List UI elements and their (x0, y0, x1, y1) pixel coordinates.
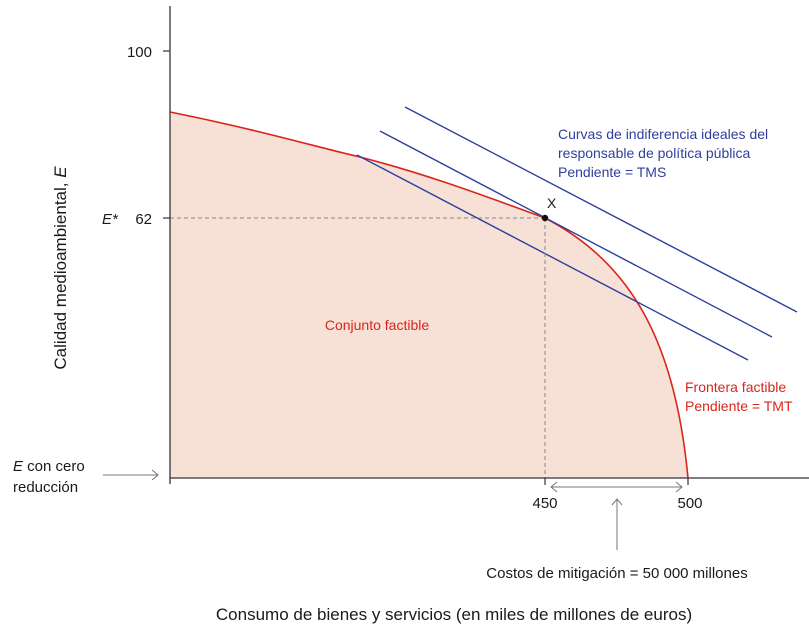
feasible-set-area (170, 112, 688, 478)
e-zero-reduction-label-line1: E con cero (13, 458, 85, 475)
y-axis-title-var: E (51, 166, 70, 178)
indifference-label-line2: responsable de política pública (558, 145, 750, 161)
y-axis-title: Calidad medioambiental, E (51, 166, 70, 370)
y-tick-label-100: 100 (127, 44, 152, 61)
mitigation-pointer-head (611, 498, 623, 506)
e-star-label: E* (102, 211, 119, 228)
indifference-label-line3: Pendiente = TMS (558, 164, 666, 180)
point-x-marker (541, 214, 549, 222)
frontier-label-line2: Pendiente = TMT (685, 398, 793, 414)
e-zero-rest: con cero (23, 458, 85, 475)
e-zero-var: E (13, 458, 24, 475)
e-zero-arrow-head (151, 469, 159, 481)
indifference-curve-3 (356, 154, 749, 361)
y-tick-label-62: 62 (135, 211, 152, 228)
mitigation-cost-label: Costos de mitigación = 50 000 millones (486, 565, 747, 582)
mitigation-arrow-head-left (550, 481, 558, 493)
x-axis-title: Consumo de bienes y servicios (en miles … (216, 605, 692, 624)
y-axis-title-text: Calidad medioambiental, (51, 178, 70, 370)
indifference-curve-2 (379, 130, 773, 338)
feasible-frontier-curve (169, 111, 689, 479)
e-zero-reduction-label-line2: reducción (13, 479, 78, 496)
feasible-set-label: Conjunto factible (325, 317, 430, 333)
point-x-label: X (547, 195, 557, 211)
x-tick-label-500: 500 (677, 495, 702, 512)
x-tick-label-450: 450 (532, 495, 557, 512)
indifference-label-line1: Curvas de indiferencia ideales del (558, 126, 768, 142)
indifference-curve-1 (404, 106, 798, 313)
mitigation-arrow-head-right (675, 481, 683, 493)
frontier-label-line1: Frontera factible (685, 379, 786, 395)
